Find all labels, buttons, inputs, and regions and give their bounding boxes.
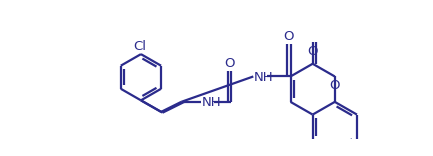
Text: Cl: Cl <box>134 40 147 53</box>
Text: O: O <box>307 44 318 58</box>
Text: O: O <box>330 79 340 92</box>
Text: O: O <box>283 30 294 43</box>
Text: NH: NH <box>254 71 274 84</box>
Text: NH: NH <box>202 96 222 109</box>
Text: O: O <box>224 56 235 70</box>
